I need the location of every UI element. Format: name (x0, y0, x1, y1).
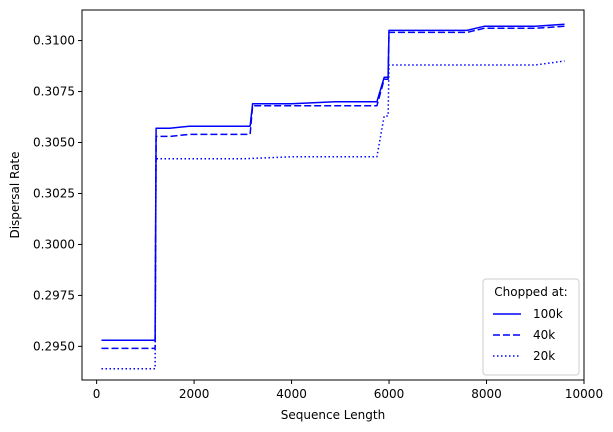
legend-label-40k: 40k (533, 328, 555, 342)
x-tick-label: 6000 (374, 387, 405, 401)
x-axis-ticks: 0 2000 4000 6000 8000 10000 (93, 380, 603, 401)
y-tick-label: 0.2975 (33, 288, 75, 302)
x-tick-label: 0 (93, 387, 101, 401)
y-tick-label: 0.2950 (33, 339, 75, 353)
x-tick-label: 10000 (565, 387, 603, 401)
y-tick-label: 0.3000 (33, 237, 75, 251)
y-axis-ticks: 0.2950 0.2975 0.3000 0.3025 0.3050 0.3075 0.31… (33, 34, 82, 354)
x-tick-label: 4000 (276, 387, 307, 401)
y-axis-label: Dispersal Rate (8, 151, 22, 238)
legend-label-100k: 100k (533, 307, 563, 321)
y-tick-label: 0.3100 (33, 34, 75, 48)
y-tick-label: 0.3075 (33, 85, 75, 99)
y-tick-label: 0.3050 (33, 136, 75, 150)
legend: Chopped at: 100k 40k 20k (483, 279, 579, 375)
legend-title: Chopped at: (494, 285, 567, 299)
legend-label-20k: 20k (533, 349, 555, 363)
x-axis-label: Sequence Length (281, 408, 385, 422)
x-tick-label: 8000 (471, 387, 502, 401)
y-tick-label: 0.3025 (33, 186, 75, 200)
x-tick-label: 2000 (179, 387, 210, 401)
